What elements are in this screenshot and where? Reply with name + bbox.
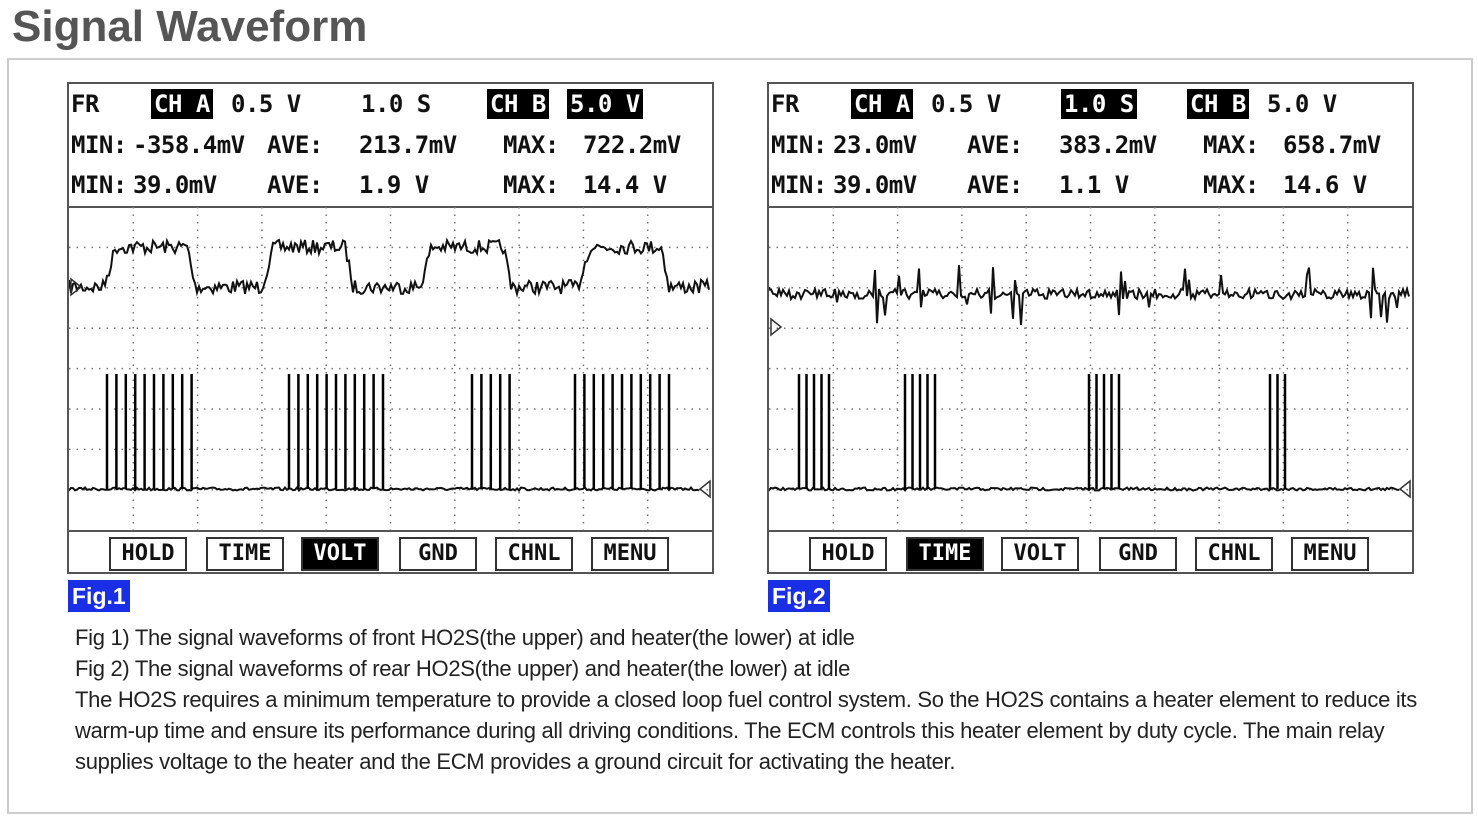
softkey-bar: HOLD TIME VOLT GND CHNL MENU [769,530,1412,574]
header-time: 1.0 S [1061,89,1137,119]
header-mode: FR [71,90,99,118]
header-ch-a-scale: 0.5 V [931,90,1001,118]
button-gnd[interactable]: GND [1099,537,1177,571]
header-ch-b-scale: 5.0 V [1267,90,1337,118]
waveform-display [769,207,1412,530]
button-volt[interactable]: VOLT [301,537,379,571]
button-chnl[interactable]: CHNL [1195,537,1273,571]
upper-trace [69,237,710,298]
chb-b-ave: 1.1 V [1059,171,1129,199]
button-time[interactable]: TIME [206,537,284,571]
cha-a-max-label: MAX: [503,131,559,159]
chb-b-ave: 1.9 V [359,171,429,199]
button-menu[interactable]: MENU [591,537,669,571]
upper-trace [769,265,1410,325]
header-ch-b-scale: 5.0 V [567,89,643,119]
cha-a-max: 722.2mV [583,131,681,159]
chb-b-min: 39.0mV [833,171,917,199]
lower-trace [769,486,1400,492]
chb-marker-icon [698,479,711,499]
header-mode: FR [771,90,799,118]
chb-b-max: 14.6 V [1283,171,1367,199]
waveform-display [69,207,712,530]
chb-b-min-label: MIN: [71,171,127,199]
chb-b-ave-label: AVE: [967,171,1023,199]
caption-fig2: Fig 2) The signal waveforms of rear HO2S… [75,656,851,681]
header-ch-a-scale: 0.5 V [231,90,301,118]
caption-body: The HO2S requires a minimum temperature … [75,687,1417,774]
header-ch-b: CH B [487,89,549,119]
header-time: 1.0 S [361,90,431,118]
chb-b-max-label: MAX: [1203,171,1259,199]
button-chnl[interactable]: CHNL [495,537,573,571]
cha-a-min-label: MIN: [771,131,827,159]
header-ch-a: CH A [851,89,913,119]
page-title: Signal Waveform [12,2,368,51]
scope-fig2: FR CH A 0.5 V 1.0 S CH B 5.0 V MIN: 23.0mV AVE: 3… [767,82,1414,574]
button-hold[interactable]: HOLD [809,537,887,571]
caption-fig1: Fig 1) The signal waveforms of front HO2… [75,625,855,650]
cha-a-ave-label: AVE: [967,131,1023,159]
cha-a-ave: 213.7mV [359,131,457,159]
button-menu[interactable]: MENU [1291,537,1369,571]
scope-header: FR CH A 0.5 V 1.0 S CH B 5.0 V MIN: 23.0mV AVE: 3… [769,84,1412,208]
chb-b-min: 39.0mV [133,171,217,199]
cha-a-min: -358.4mV [133,131,245,159]
scope-header: FR CH A 0.5 V 1.0 S CH B 5.0 V MIN: -358.4mV AVE… [69,84,712,208]
chb-marker-icon [1398,479,1411,499]
button-time[interactable]: TIME [906,537,984,571]
header-ch-a: CH A [151,89,213,119]
scope-fig1: FR CH A 0.5 V 1.0 S CH B 5.0 V MIN: -358.4mV AVE… [67,82,714,574]
fig-label: Fig.1 [68,580,130,612]
content-frame [7,58,1473,814]
button-volt[interactable]: VOLT [1001,537,1079,571]
cha-a-max-label: MAX: [1203,131,1259,159]
cha-marker-icon [770,317,783,337]
cha-a-max: 658.7mV [1283,131,1381,159]
cha-a-ave-label: AVE: [267,131,323,159]
chb-b-max: 14.4 V [583,171,667,199]
chb-b-ave-label: AVE: [267,171,323,199]
cha-a-min: 23.0mV [833,131,917,159]
cha-a-ave: 383.2mV [1059,131,1157,159]
header-ch-b: CH B [1187,89,1249,119]
softkey-bar: HOLD TIME VOLT GND CHNL MENU [69,530,712,574]
cha-marker-icon [70,277,83,297]
fig-label: Fig.2 [768,580,830,612]
button-hold[interactable]: HOLD [109,537,187,571]
chb-b-min-label: MIN: [771,171,827,199]
caption: Fig 1) The signal waveforms of front HO2… [75,622,1435,777]
cha-a-min-label: MIN: [71,131,127,159]
button-gnd[interactable]: GND [399,537,477,571]
chb-b-max-label: MAX: [503,171,559,199]
